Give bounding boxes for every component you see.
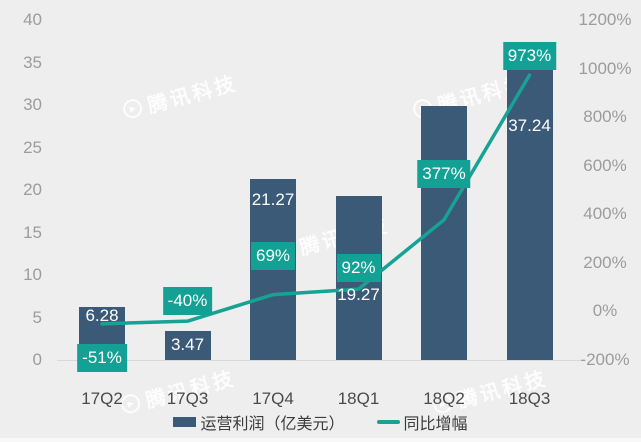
- x-axis-label-18Q1: 18Q1: [337, 389, 380, 408]
- bar-value-label-17Q4: 21.27: [251, 190, 295, 209]
- right-axis-tick: 800%: [583, 107, 627, 127]
- growth-label-18Q2: 377%: [417, 160, 471, 188]
- right-axis-tick: 400%: [583, 204, 627, 224]
- bar-17Q3: [164, 330, 211, 360]
- tencent-tech-watermark: ▶腾讯科技: [120, 67, 241, 125]
- bar-18Q3: [506, 43, 553, 360]
- right-axis-tick: 200%: [583, 252, 627, 272]
- bar-value-label-18Q3: 37.24: [508, 116, 551, 135]
- legend-bar-swatch: [173, 417, 197, 427]
- right-axis-tick: 1000%: [578, 58, 632, 78]
- left-axis-tick: 20: [23, 180, 42, 199]
- right-axis-tick: 0%: [592, 301, 618, 321]
- right-axis-tick: 1200%: [578, 10, 632, 29]
- bottom-edge: [0, 438, 641, 442]
- x-axis-label-17Q2: 17Q2: [81, 389, 123, 408]
- growth-label-17Q3: -40%: [162, 287, 213, 315]
- legend-label-yoy-growth: 同比增幅: [403, 416, 468, 433]
- left-axis-tick: 5: [32, 307, 42, 327]
- left-axis-tick: 30: [23, 95, 42, 114]
- bar-18Q2: [421, 105, 467, 360]
- bar-value-label-18Q1: 19.27: [337, 285, 380, 304]
- right-axis-tick: 600%: [583, 155, 627, 175]
- legend-line-swatch: [376, 420, 400, 424]
- growth-label-18Q1: 92%: [336, 254, 381, 282]
- growth-label-17Q2: -51%: [77, 344, 127, 372]
- x-axis-label-18Q3: 18Q3: [508, 389, 551, 408]
- tencent-logo-icon: ▶: [121, 97, 145, 121]
- growth-label-17Q4: 69%: [250, 242, 296, 270]
- growth-label-18Q3: 973%: [502, 42, 557, 70]
- left-axis-tick: 25: [23, 137, 42, 157]
- left-axis-tick: 15: [23, 222, 42, 242]
- x-axis-label-18Q2: 18Q2: [423, 389, 465, 408]
- bar-value-label-17Q3: 3.47: [170, 335, 205, 354]
- x-axis-label-17Q3: 17Q3: [166, 389, 209, 408]
- bar-value-label-17Q2: 6.28: [85, 306, 119, 325]
- left-axis-tick: 35: [23, 52, 42, 72]
- left-axis-tick: 10: [23, 265, 42, 284]
- x-axis-label-17Q4: 17Q4: [252, 389, 294, 408]
- x-axis-line: [57, 360, 582, 361]
- watermark-text: 腾讯科技: [145, 72, 241, 118]
- left-axis-tick: 0: [32, 350, 42, 369]
- right-axis-tick: -200%: [580, 350, 630, 369]
- legend-label-operating-profit: 运营利润（亿美元）: [200, 416, 345, 433]
- legend-item-yoy-growth: 同比增幅: [376, 410, 468, 434]
- legend-item-operating-profit: 运营利润（亿美元）: [173, 410, 345, 434]
- chart-legend: 运营利润（亿美元） 同比增幅: [0, 410, 641, 434]
- left-axis-tick: 40: [23, 10, 42, 29]
